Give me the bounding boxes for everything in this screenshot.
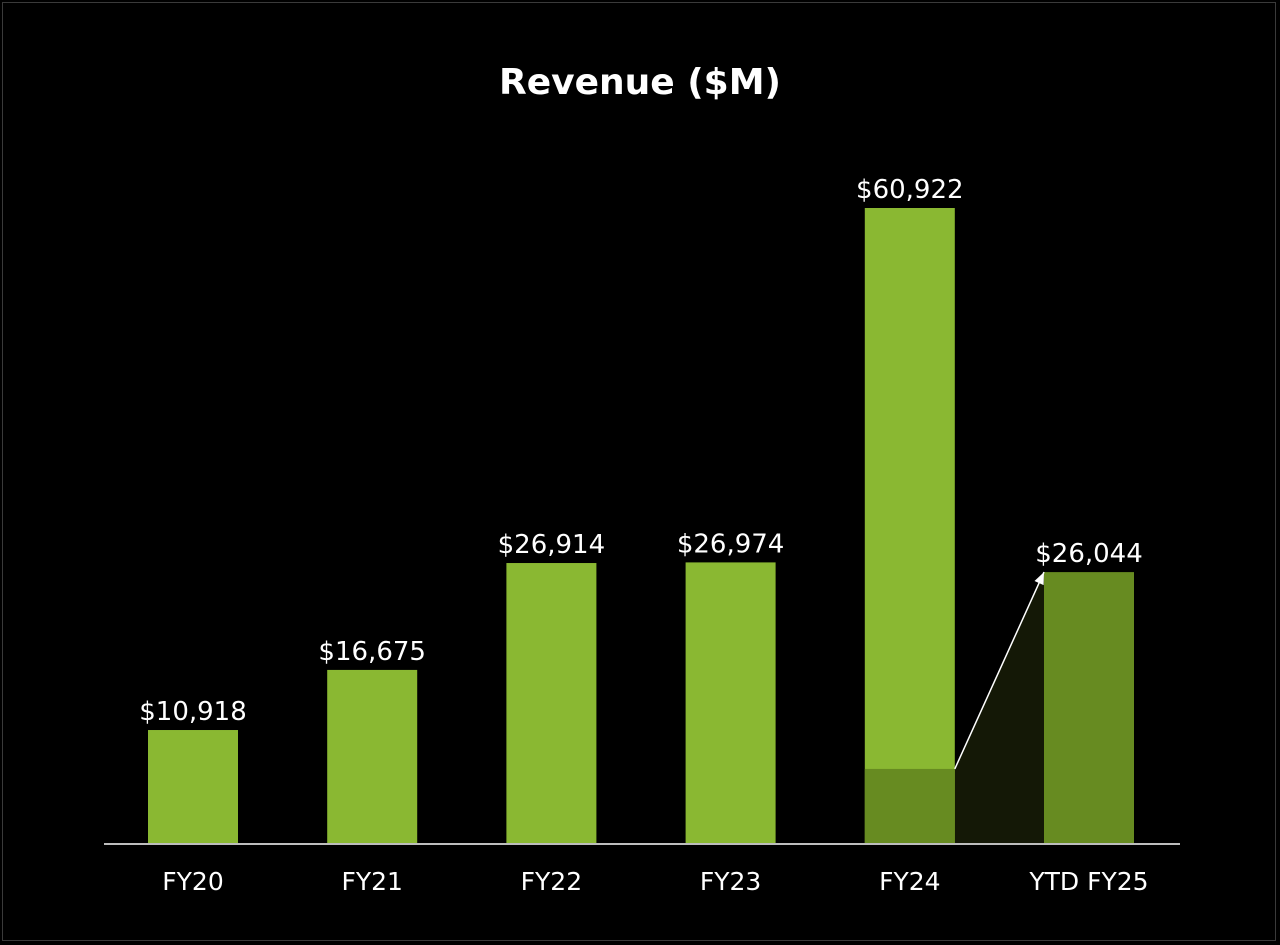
highlight-band-layer <box>954 572 1044 844</box>
bars-layer <box>148 208 1134 844</box>
data-label-fy21: $16,675 <box>318 637 426 667</box>
category-label-fy24: FY24 <box>879 867 940 896</box>
bar-fy21 <box>327 669 418 844</box>
bar-segment-fy24 <box>864 768 955 844</box>
connector-layer <box>954 571 1045 770</box>
data-label-fy22: $26,914 <box>498 530 606 560</box>
category-label-ytd-fy25: YTD FY25 <box>1028 867 1148 896</box>
category-label-fy21: FY21 <box>341 867 402 896</box>
data-label-fy23: $26,974 <box>677 529 785 559</box>
highlight-band <box>954 572 1044 844</box>
chart-title: Revenue ($M) <box>498 62 781 103</box>
data-label-fy24: $60,922 <box>856 175 964 205</box>
bar-fy20 <box>148 730 238 844</box>
labels-layer: $10,918 FY20 $16,675 FY21 $26,914 FY22 $26,974… <box>139 175 1148 896</box>
bar-fy23 <box>685 562 776 844</box>
bar-fy22 <box>506 563 597 844</box>
connector-arrow-line <box>954 571 1045 770</box>
data-label-ytd-fy25: $26,044 <box>1035 539 1143 569</box>
bar-fy24 <box>864 208 955 844</box>
data-label-fy20: $10,918 <box>139 697 247 727</box>
category-label-fy22: FY22 <box>521 867 582 896</box>
connector-arrow-head <box>1034 572 1044 586</box>
bar-ytd-fy25 <box>1044 572 1134 844</box>
category-label-fy20: FY20 <box>162 867 223 896</box>
category-label-fy23: FY23 <box>700 867 761 896</box>
